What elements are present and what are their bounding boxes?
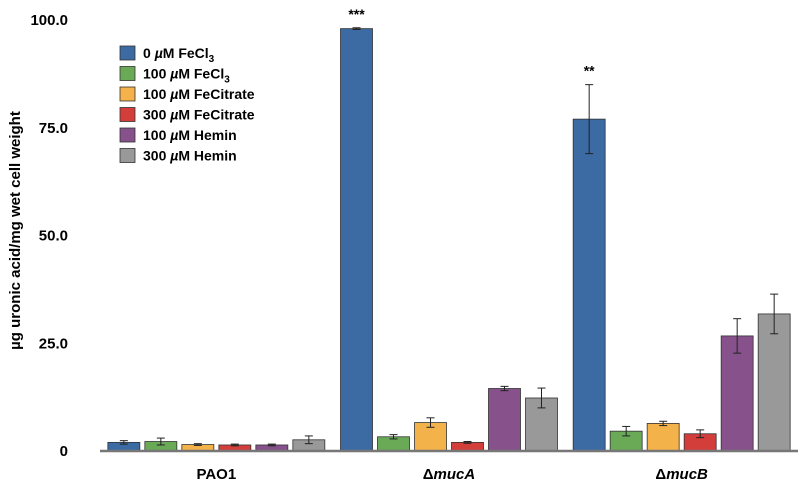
y-axis-label: µg uronic acid/mg wet cell weight — [7, 111, 24, 350]
y-tick-label: 75.0 — [39, 120, 68, 137]
legend-label: 100 µM Hemin — [143, 127, 237, 143]
bar — [646, 423, 680, 452]
x-tick-italic: mucB — [666, 466, 708, 483]
legend-label-rest: M FeCitrate — [178, 86, 254, 102]
legend-swatch — [119, 66, 136, 81]
x-tick-label: PAO1 — [196, 466, 236, 483]
x-tick-italic: mucA — [434, 466, 476, 483]
legend-swatch — [119, 45, 136, 61]
legend-label-main: 0 — [143, 45, 155, 61]
legend-label: 0 µM FeCl3 — [143, 45, 215, 65]
legend-swatch — [119, 148, 136, 163]
legend-label-mu: µ — [169, 86, 178, 102]
x-tick-text: PAO1 — [196, 466, 236, 483]
legend-label-rest: M Hemin — [178, 148, 236, 164]
legend-swatch — [119, 86, 136, 102]
legend-label-mu: µ — [169, 107, 178, 123]
x-axis: PAO1 ΔmucA ΔmucB — [100, 449, 798, 483]
bar — [488, 388, 521, 452]
legend-label: 100 µM FeCl3 — [143, 66, 230, 86]
x-tick-prefix: Δ — [655, 466, 666, 483]
y-tick-label: 25.0 — [39, 335, 68, 352]
significance-marker: ** — [584, 63, 595, 79]
legend-label-mu: µ — [169, 127, 178, 143]
bar — [757, 313, 791, 452]
significance-marker: *** — [348, 6, 365, 22]
x-tick-label: ΔmucB — [655, 466, 708, 483]
legend-label-main: 100 — [143, 86, 170, 102]
x-tick-prefix: Δ — [423, 466, 434, 483]
legend-label-mu: µ — [154, 45, 163, 61]
legend-label-mu: µ — [169, 148, 178, 164]
legend-label-main: 100 — [143, 127, 170, 143]
legend-label-main: 300 — [143, 107, 170, 123]
legend-label-rest: M FeCl — [163, 45, 209, 61]
legend-label: 300 µM Hemin — [143, 148, 237, 164]
legend-label: 100 µM FeCitrate — [143, 86, 255, 102]
bar — [340, 28, 373, 452]
legend-label-rest: M FeCitrate — [178, 107, 254, 123]
legend-swatch — [119, 127, 136, 143]
y-axis-title: µg uronic acid/mg wet cell weight — [7, 111, 24, 350]
legend-label-main: 100 — [143, 66, 170, 82]
y-axis: 0 25.0 50.0 75.0 100.0 — [30, 12, 68, 460]
bars — [107, 27, 791, 452]
annotations: ***** — [348, 6, 595, 79]
legend-label-rest: M Hemin — [178, 127, 236, 143]
legend-label-mu: µ — [169, 66, 178, 82]
bar — [572, 118, 606, 452]
legend-label-rest: M FeCl — [178, 66, 224, 82]
legend-label-main: 300 — [143, 148, 170, 164]
bar — [720, 335, 754, 452]
legend-label: 300 µM FeCitrate — [143, 107, 255, 123]
legend-swatch — [119, 107, 136, 122]
y-tick-label: 50.0 — [39, 228, 68, 245]
legend-label-subscript: 3 — [209, 54, 215, 65]
y-tick-label: 0 — [60, 443, 68, 460]
x-tick-label: ΔmucA — [423, 466, 475, 483]
legend-label-subscript: 3 — [224, 75, 230, 86]
y-tick-label: 100.0 — [30, 12, 68, 29]
